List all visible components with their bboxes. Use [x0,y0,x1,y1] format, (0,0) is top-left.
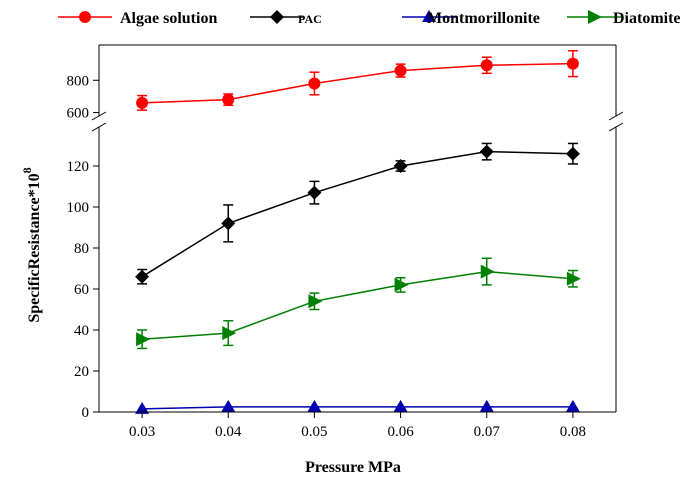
data-point-diatomite [480,264,495,279]
data-point-diatomite [308,294,323,309]
y-axis-title-exponent: 8 [20,167,34,173]
data-point-pac [393,159,408,173]
data-point-algae-solution [394,64,407,77]
series-line-diatomite [142,270,573,340]
data-point-montmorillonite [479,399,494,412]
data-point-algae-solution [480,59,493,72]
data-point-algae-solution [222,93,235,106]
series-line-montmorillonite [142,406,573,410]
y-tick-label: 60 [74,282,89,298]
data-point-diatomite [222,326,237,341]
y-tick-label: 800 [67,73,90,89]
legend-item-diatomite: Diatomite [567,10,681,27]
y-tick-label: 600 [67,106,90,122]
data-point-diatomite [394,277,409,292]
data-point-pac [221,216,236,231]
y-tick-label: 0 [82,405,90,421]
x-axis: 0.03 0.04 0.05 0.06 0.07 0.08 [99,411,616,440]
legend-item-pac: PAC [250,10,322,26]
x-axis-title: Pressure MPa [305,459,401,476]
x-tick-label: 0.05 [301,424,327,440]
legend-label-algae-solution: Algae solution [120,10,217,27]
series-montmorillonite [135,399,580,414]
chart-legend: Algae solution PAC Montmorillonite Diatomit… [58,10,681,27]
x-tick-label: 0.04 [215,424,242,440]
series-pac [135,142,580,285]
y-axis-title-main: SpecificResistance*10 [26,173,43,322]
x-tick-label: 0.08 [560,424,586,440]
data-point-diatomite [136,332,151,347]
data-point-pac [565,146,580,161]
y-axis: 0 20 40 60 80 100 120 600 800 [67,45,100,421]
y-tick-label: 100 [67,200,90,216]
data-point-diatomite [566,271,581,286]
plot-area [91,44,624,414]
legend-label-diatomite: Diatomite [613,10,681,27]
y-axis-title: SpecificResistance*108 [20,167,43,322]
data-point-montmorillonite [565,399,580,412]
data-point-montmorillonite [393,399,408,412]
x-tick-label: 0.06 [387,424,414,440]
legend-label-pac: PAC [298,12,322,26]
data-point-pac [307,185,322,200]
legend-item-algae-solution: Algae solution [58,10,217,27]
data-point-algae-solution [136,96,149,109]
series-line-algae-solution [142,62,573,104]
legend-item-montmorillonite: Montmorillonite [402,10,540,27]
y-tick-label: 80 [74,241,89,257]
data-point-montmorillonite [135,401,150,414]
data-point-pac [135,269,150,284]
y-axis-title-group: SpecificResistance*108 [20,167,43,322]
y-tick-label: 40 [74,323,89,339]
legend-marker-montmorillonite [422,10,436,22]
series-algae-solution [136,49,579,111]
data-point-algae-solution [566,57,579,70]
axis-break-mark-right-lower [608,122,624,132]
data-point-algae-solution [308,77,321,90]
legend-marker-diatomite [588,10,602,24]
x-tick-label: 0.03 [129,424,155,440]
x-tick-label: 0.07 [474,424,501,440]
data-point-montmorillonite [221,399,236,412]
y-tick-label: 120 [67,159,90,175]
y-tick-label: 20 [74,364,89,380]
data-point-montmorillonite [307,399,322,412]
legend-label-montmorillonite: Montmorillonite [427,10,540,27]
legend-marker-algae-solution [79,11,91,23]
legend-marker-pac [270,10,284,24]
series-diatomite [136,257,581,350]
data-point-pac [479,144,494,159]
series-line-pac [141,150,573,278]
axis-break-mark-right-upper [608,111,624,121]
